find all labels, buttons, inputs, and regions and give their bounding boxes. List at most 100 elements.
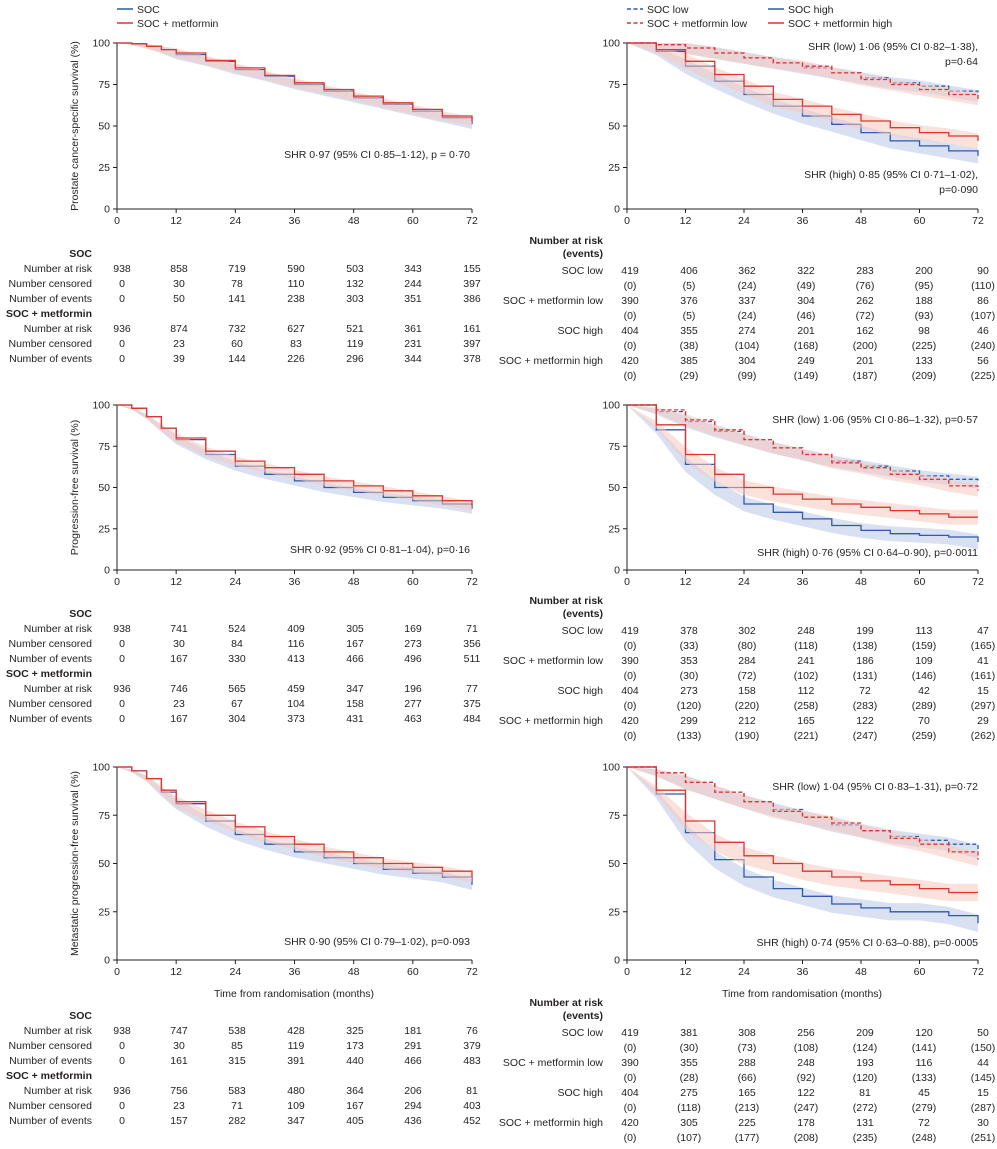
risk-cell: 466 (404, 1055, 422, 1067)
risk-events-cell: (259) (912, 730, 937, 742)
y-tick-label: 100 (92, 762, 110, 774)
x-tick-label: 0 (114, 966, 120, 978)
risk-row-label: Number of events (9, 293, 92, 305)
risk-cell: 361 (404, 323, 422, 335)
risk-row-label: Number of events (9, 1055, 92, 1067)
risk-cell: 343 (404, 263, 422, 275)
risk-cell: 72 (918, 1117, 930, 1129)
y-tick-label: 100 (602, 38, 620, 50)
x-tick-label: 24 (229, 576, 241, 588)
risk-cell: 330 (228, 653, 246, 665)
risk-cell: 0 (119, 638, 125, 650)
risk-cell: 199 (856, 625, 874, 637)
risk-cell: 120 (915, 1027, 933, 1039)
y-tick-label: 0 (104, 565, 110, 577)
y-tick-label: 50 (98, 858, 110, 870)
risk-cell: 275 (680, 1087, 698, 1099)
risk-events-cell: (200) (853, 340, 878, 352)
risk-cell: 378 (680, 625, 698, 637)
x-tick-label: 48 (348, 215, 360, 227)
risk-cell: 188 (915, 295, 933, 307)
risk-cell: 85 (231, 1040, 243, 1052)
risk-cell: 122 (856, 715, 874, 727)
risk-header-events: (events) (563, 248, 603, 260)
risk-cell: 77 (466, 683, 478, 695)
shr-annotation: SHR 0·90 (95% CI 0·79–1·02), p=0·093 (284, 936, 470, 948)
panel-C-right-axes: 0 25 50 75 100 0 12 24 36 48 60 72 (602, 762, 984, 979)
risk-cell: 70 (918, 715, 930, 727)
risk-cell: 173 (346, 1040, 364, 1052)
y-axis-label: Prostate cancer-specific survival (%) (69, 41, 81, 211)
x-tick-label: 72 (972, 215, 984, 227)
risk-events-cell: (66) (738, 1072, 757, 1084)
risk-cell: 404 (621, 1087, 639, 1099)
risk-events-cell: (0) (624, 670, 637, 682)
risk-events-cell: (108) (794, 1042, 819, 1054)
risk-cell: 201 (797, 325, 815, 337)
risk-group-met-heading: SOC + metformin (6, 1070, 92, 1082)
risk-cell: 181 (404, 1025, 422, 1037)
risk-cell: 373 (287, 713, 305, 725)
risk-events-cell: (73) (738, 1042, 757, 1054)
risk-cell: 379 (463, 1040, 481, 1052)
x-tick-label: 0 (624, 215, 630, 227)
risk-events-cell: (133) (912, 1072, 937, 1084)
risk-cell: 60 (231, 338, 243, 350)
risk-cell: 719 (228, 263, 246, 275)
risk-cell: 283 (856, 265, 874, 277)
y-tick-label: 75 (608, 441, 620, 453)
risk-cell: 304 (738, 355, 756, 367)
risk-row-label: Number of events (9, 713, 92, 725)
risk-cell: 938 (113, 263, 131, 275)
y-tick-label: 25 (608, 906, 620, 918)
risk-cell: 241 (797, 655, 815, 667)
risk-row-label: SOC high (557, 685, 603, 697)
risk-cell: 397 (463, 338, 481, 350)
x-tick-label: 48 (855, 215, 867, 227)
risk-cell: 583 (228, 1085, 246, 1097)
x-tick-label: 60 (407, 966, 419, 978)
risk-cell: 436 (404, 1115, 422, 1127)
risk-row-label: Number at risk (24, 683, 93, 695)
risk-events-cell: (120) (677, 700, 702, 712)
x-tick-label: 12 (170, 215, 182, 227)
risk-row-label: Number of events (9, 1115, 92, 1127)
risk-cell: 116 (916, 1057, 933, 1069)
risk-events-cell: (120) (853, 1072, 878, 1084)
risk-events-cell: (161) (971, 670, 996, 682)
x-tick-label: 48 (348, 576, 360, 588)
risk-cell: 169 (404, 623, 422, 635)
risk-cell: 538 (228, 1025, 246, 1037)
risk-events-cell: (0) (624, 700, 637, 712)
x-tick-label: 60 (914, 576, 926, 588)
risk-cell: 378 (463, 353, 481, 365)
risk-cell: 305 (680, 1117, 698, 1129)
shr-high-pvalue: p=0·090 (939, 184, 978, 196)
risk-cell: 50 (173, 293, 185, 305)
risk-cell: 42 (918, 685, 930, 697)
risk-events-cell: (150) (971, 1042, 996, 1054)
risk-cell: 296 (346, 353, 364, 365)
risk-events-cell: (297) (971, 700, 996, 712)
risk-cell: 322 (797, 265, 815, 277)
risk-cell: 225 (738, 1117, 756, 1129)
soc-high-curve (627, 404, 979, 542)
risk-cell: 484 (463, 713, 481, 725)
x-tick-label: 0 (624, 576, 630, 588)
legend-met-label: SOC + metformin (137, 18, 219, 30)
risk-cell: 524 (228, 623, 246, 635)
risk-cell: 406 (680, 265, 698, 277)
risk-cell: 155 (463, 263, 481, 275)
risk-cell: 936 (113, 323, 131, 335)
risk-events-cell: (46) (797, 310, 816, 322)
risk-events-cell: (220) (735, 700, 760, 712)
shr-high-annotation: SHR (high) 0·76 (95% CI 0·64–0·90), p=0·… (757, 547, 978, 559)
risk-cell: 397 (463, 278, 481, 290)
risk-events-cell: (72) (856, 310, 875, 322)
risk-cell: 167 (346, 1100, 364, 1112)
risk-cell: 119 (288, 1040, 305, 1052)
risk-events-cell: (24) (738, 280, 757, 292)
risk-cell: 391 (287, 1055, 305, 1067)
risk-header: Number at risk (529, 235, 603, 247)
